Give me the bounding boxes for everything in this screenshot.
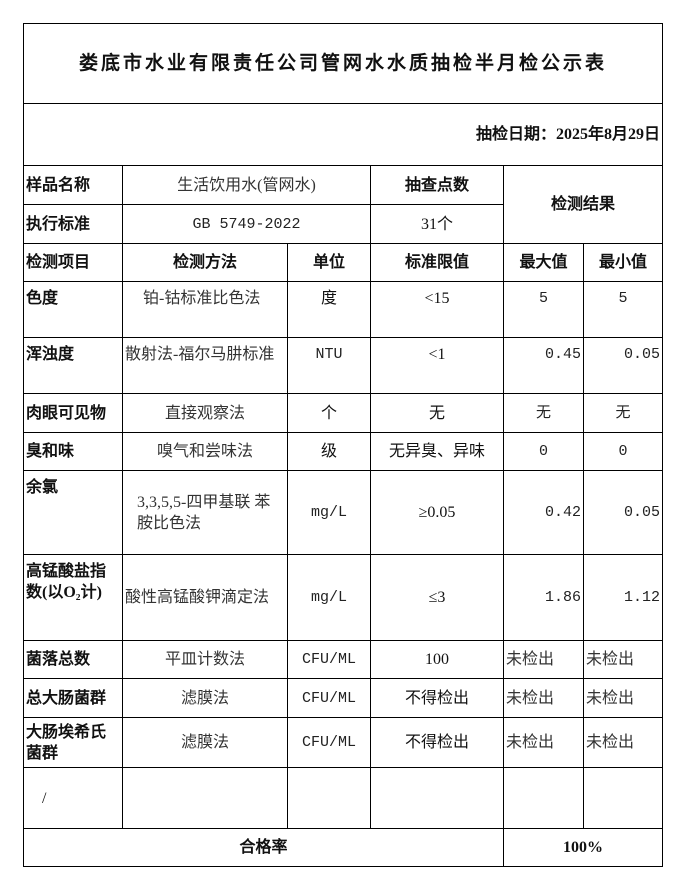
cell-limit: <1 xyxy=(370,337,504,394)
cell-max: 未检出 xyxy=(503,678,584,718)
col-header-limit: 标准限值 xyxy=(370,243,504,282)
table-row: 肉眼可见物 直接观察法个无无无 xyxy=(23,393,664,433)
cell-limit: 无异臭、异味 xyxy=(370,432,504,471)
cell-item: 菌落总数 xyxy=(23,640,123,679)
cell-method: 铂-钴标准比色法 xyxy=(122,281,288,338)
cell-max: 无 xyxy=(503,393,584,433)
cell-min xyxy=(582,767,664,829)
cell-method: 嗅气和尝味法 xyxy=(122,432,288,471)
cell-unit: mg/L xyxy=(287,554,371,641)
pass-rate-label: 合格率 xyxy=(23,828,504,867)
water-quality-table: 娄底市水业有限责任公司管网水水质抽检半月检公示表 抽检日期：2025年8月29日… xyxy=(22,23,664,867)
cell-max: 0 xyxy=(503,432,584,471)
cell-item: 肉眼可见物 xyxy=(23,393,123,433)
table-row: 大肠埃希氏 菌群 滤膜法 CFU/ML 不得检出 未检出 未检出 xyxy=(23,717,664,768)
col-header-method: 检测方法 xyxy=(122,243,288,282)
cell-method: 酸性高锰酸钾滴定法 xyxy=(122,554,288,641)
table-row: / xyxy=(23,767,664,829)
cell-unit: CFU/ML xyxy=(287,640,371,679)
cell-method xyxy=(122,767,288,829)
cell-max: 未检出 xyxy=(503,717,584,768)
cell-max: 5 xyxy=(503,281,584,338)
cell-item: 高锰酸盐指 数(以O₂计) xyxy=(23,554,123,641)
standard-label: 执行标准 xyxy=(23,204,123,244)
table-row: 浑浊度 散射法-福尔马肼标准 NTU <1 0.45 0.05 xyxy=(23,337,664,394)
cell-method: 散射法-福尔马肼标准 xyxy=(122,337,288,394)
cell-item: 浑浊度 xyxy=(23,337,123,394)
cell-min: 0.05 xyxy=(582,470,664,555)
cell-method: 滤膜法 xyxy=(122,717,288,768)
cell-max: 未检出 xyxy=(503,640,584,679)
table-row: 菌落总数 平皿计数法 CFU/ML 100 未检出 未检出 xyxy=(23,640,664,679)
col-header-unit: 单位 xyxy=(287,243,371,282)
cell-limit: 100 xyxy=(370,640,504,679)
cell-min: 未检出 xyxy=(582,678,664,718)
cell-item: 色度 xyxy=(23,281,123,338)
result-label: 检测结果 xyxy=(502,165,664,244)
standard-value: GB 5749-2022 xyxy=(122,204,371,244)
cell-unit: mg/L xyxy=(287,470,371,555)
cell-method: 3,3,5,5-四甲基联 苯胺比色法 xyxy=(122,470,288,555)
cell-method: 平皿计数法 xyxy=(122,640,288,679)
sample-name-label: 样品名称 xyxy=(23,165,123,205)
cell-unit: 个 xyxy=(287,393,371,433)
inspection-date: 抽检日期：2025年8月29日 xyxy=(22,103,664,166)
cell-limit: 不得检出 xyxy=(370,717,504,768)
cell-unit: CFU/ML xyxy=(287,717,371,768)
cell-limit: <15 xyxy=(370,281,504,338)
cell-min: 5 xyxy=(582,281,664,338)
cell-item: 总大肠菌群 xyxy=(23,678,123,718)
table-row: 总大肠菌群 滤膜法 CFU/ML 不得检出 未检出 未检出 xyxy=(23,678,664,718)
col-header-item: 检测项目 xyxy=(23,243,123,282)
cell-min: 0 xyxy=(582,432,664,471)
cell-unit: 度 xyxy=(287,281,371,338)
page-title: 娄底市水业有限责任公司管网水水质抽检半月检公示表 xyxy=(22,23,664,104)
cell-limit: 无 xyxy=(370,393,504,433)
table-row: 高锰酸盐指 数(以O₂计) 酸性高锰酸钾滴定法 mg/L ≤3 1.86 1.12 xyxy=(23,554,664,641)
cell-unit: NTU xyxy=(287,337,371,394)
sample-points-label: 抽查点数 xyxy=(370,165,504,205)
cell-limit xyxy=(370,767,504,829)
pass-rate-value: 100% xyxy=(502,828,664,867)
cell-limit: ≤3 xyxy=(370,554,504,641)
cell-min: 未检出 xyxy=(582,717,664,768)
cell-max: 0.42 xyxy=(503,470,584,555)
cell-unit: 级 xyxy=(287,432,371,471)
cell-min: 1.12 xyxy=(582,554,664,641)
cell-min: 0.05 xyxy=(582,337,664,394)
cell-method: 滤膜法 xyxy=(122,678,288,718)
cell-max: 0.45 xyxy=(503,337,584,394)
col-header-min: 最小值 xyxy=(582,243,664,282)
cell-item: 臭和味 xyxy=(23,432,123,471)
cell-item: / xyxy=(23,767,123,829)
cell-min: 无 xyxy=(582,393,664,433)
cell-unit xyxy=(287,767,371,829)
table-row: 色度 铂-钴标准比色法度 <15 5 5 xyxy=(23,281,664,338)
table-row: 余氯 3,3,5,5-四甲基联 苯胺比色法 mg/L ≥0.05 0.42 0.05 xyxy=(23,470,664,555)
cell-unit: CFU/ML xyxy=(287,678,371,718)
cell-item: 大肠埃希氏 菌群 xyxy=(23,717,123,768)
cell-max xyxy=(503,767,584,829)
cell-method: 直接观察法 xyxy=(122,393,288,433)
cell-limit: ≥0.05 xyxy=(370,470,504,555)
table-row: 臭和味 嗅气和尝味法级无异臭、异味 0 0 xyxy=(23,432,664,471)
col-header-max: 最大值 xyxy=(503,243,584,282)
cell-limit: 不得检出 xyxy=(370,678,504,718)
cell-item: 余氯 xyxy=(23,470,123,555)
sample-points-value: 31个 xyxy=(370,204,504,244)
cell-max: 1.86 xyxy=(503,554,584,641)
cell-min: 未检出 xyxy=(582,640,664,679)
sample-name-value: 生活饮用水(管网水) xyxy=(122,165,371,205)
